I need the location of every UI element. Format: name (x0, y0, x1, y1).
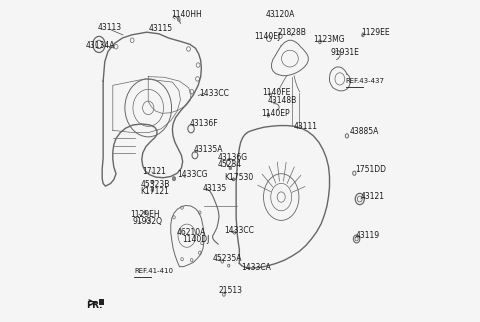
Text: 91932Q: 91932Q (132, 217, 162, 226)
Text: 46210A: 46210A (176, 228, 205, 237)
Text: 1140DJ: 1140DJ (183, 235, 210, 244)
Text: 43111: 43111 (294, 122, 318, 131)
Text: 43121: 43121 (361, 192, 385, 201)
Text: 1433CC: 1433CC (225, 226, 254, 235)
Text: 1140FE: 1140FE (262, 88, 290, 97)
Text: 1129EE: 1129EE (361, 28, 389, 37)
Text: 21828B: 21828B (278, 28, 307, 37)
Text: REF.43-437: REF.43-437 (346, 78, 384, 84)
Text: 43119: 43119 (355, 231, 379, 240)
Text: 1433CC: 1433CC (199, 89, 229, 98)
Text: 43115: 43115 (148, 24, 172, 33)
Text: 45235A: 45235A (213, 254, 242, 263)
Text: 43135A: 43135A (193, 145, 223, 154)
Text: FR.: FR. (86, 301, 103, 310)
Text: 17121: 17121 (142, 167, 166, 176)
Ellipse shape (151, 188, 154, 192)
Text: 1123MG: 1123MG (313, 35, 345, 44)
Text: 45234: 45234 (218, 160, 242, 169)
Text: 43885A: 43885A (349, 127, 379, 136)
Ellipse shape (229, 166, 232, 170)
Text: 45323B: 45323B (140, 180, 169, 189)
Text: 1140HH: 1140HH (171, 10, 202, 19)
Text: 91931E: 91931E (330, 48, 359, 57)
Text: K17121: K17121 (140, 187, 169, 196)
Text: 1140EP: 1140EP (261, 109, 289, 118)
Text: 43136G: 43136G (218, 153, 248, 162)
Text: K17530: K17530 (225, 173, 254, 182)
Text: 1129EH: 1129EH (131, 210, 160, 219)
Text: 1140EJ: 1140EJ (254, 32, 281, 41)
Text: 43134A: 43134A (85, 41, 115, 50)
Text: 1751DD: 1751DD (355, 165, 386, 174)
Ellipse shape (144, 211, 146, 214)
Text: 43136F: 43136F (190, 119, 219, 128)
Text: 43120A: 43120A (266, 10, 295, 19)
Text: 1433CA: 1433CA (241, 263, 272, 272)
Text: 43148B: 43148B (267, 96, 297, 105)
Text: REF.41-410: REF.41-410 (134, 268, 173, 274)
Ellipse shape (151, 180, 154, 184)
Text: 43135: 43135 (203, 184, 227, 193)
Ellipse shape (232, 178, 235, 181)
Text: 1433CG: 1433CG (177, 170, 208, 179)
Ellipse shape (172, 177, 176, 181)
Bar (99, 299, 104, 305)
Text: 21513: 21513 (218, 286, 242, 295)
Text: 43113: 43113 (97, 23, 121, 32)
